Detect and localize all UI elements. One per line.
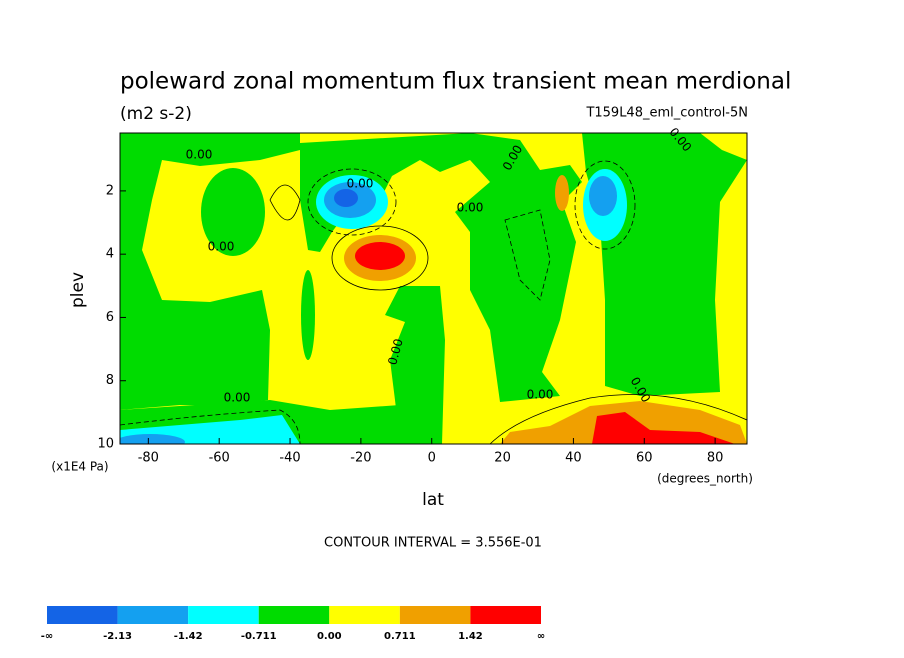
region bbox=[455, 133, 582, 402]
contour-label: 0.00 bbox=[208, 240, 235, 254]
region bbox=[334, 189, 358, 207]
y-tick-label: 4 bbox=[106, 247, 114, 262]
colorbar-label: 1.42 bbox=[458, 631, 483, 642]
region bbox=[201, 168, 265, 256]
x-tick-label: 20 bbox=[494, 451, 511, 466]
x-axis-label: lat bbox=[422, 490, 444, 510]
x-tick-label: 0 bbox=[428, 451, 436, 466]
colorbar-swatch bbox=[399, 606, 471, 624]
x-units: (degrees_north) bbox=[657, 472, 753, 486]
colorbar-label: ∞ bbox=[537, 631, 545, 642]
colorbar-swatch bbox=[47, 606, 118, 624]
y-axis-label: plev bbox=[68, 272, 88, 308]
colorbar-swatch bbox=[329, 606, 400, 624]
region bbox=[120, 133, 300, 410]
colorbar-swatch bbox=[117, 606, 189, 624]
region bbox=[385, 286, 445, 444]
x-tick-label: -20 bbox=[350, 451, 371, 466]
contour-label: 0.00 bbox=[385, 337, 405, 366]
colorbar-label: -1.42 bbox=[174, 631, 203, 642]
colorbar-swatch bbox=[188, 606, 259, 624]
y-units: (x1E4 Pa) bbox=[51, 460, 108, 474]
x-tick-label: -40 bbox=[279, 451, 300, 466]
y-tick-label: 10 bbox=[97, 437, 114, 452]
contour-label: 0.00 bbox=[457, 201, 484, 215]
region bbox=[355, 242, 405, 270]
x-tick-label: -80 bbox=[138, 451, 159, 466]
contour-label: 0.00 bbox=[347, 177, 374, 191]
colorbar-label: -0.711 bbox=[241, 631, 277, 642]
x-tick-label: -60 bbox=[209, 451, 230, 466]
y-tick-label: 8 bbox=[106, 373, 114, 388]
x-tick-label: 80 bbox=[707, 451, 724, 466]
colorbar-label: 0.00 bbox=[317, 631, 342, 642]
units: (m2 s-2) bbox=[120, 104, 192, 124]
dataset: T159L48_eml_control-5N bbox=[585, 106, 748, 121]
region bbox=[555, 175, 569, 211]
colorbar-swatch bbox=[470, 606, 541, 624]
contour-interval: CONTOUR INTERVAL = 3.556E-01 bbox=[324, 536, 542, 551]
colorbar-label: -2.13 bbox=[103, 631, 132, 642]
colorbar-swatch bbox=[258, 606, 330, 624]
region bbox=[301, 270, 315, 360]
region bbox=[120, 434, 185, 444]
field bbox=[120, 133, 747, 444]
contour-label: 0.00 bbox=[186, 148, 213, 162]
plot-frame bbox=[119, 132, 748, 445]
contour-label: 0.00 bbox=[527, 388, 554, 402]
colorbar-label: 0.711 bbox=[384, 631, 416, 642]
y-tick-label: 6 bbox=[106, 310, 114, 325]
region bbox=[592, 412, 735, 444]
chart-title: poleward zonal momentum flux transient m… bbox=[120, 69, 791, 95]
y-tick-label: 2 bbox=[106, 183, 114, 198]
contour-label: 0.00 bbox=[224, 391, 251, 405]
x-tick-label: 40 bbox=[565, 451, 582, 466]
colorbar-label: -∞ bbox=[41, 631, 53, 642]
region bbox=[589, 176, 617, 216]
region bbox=[300, 133, 470, 252]
x-tick-label: 60 bbox=[636, 451, 653, 466]
